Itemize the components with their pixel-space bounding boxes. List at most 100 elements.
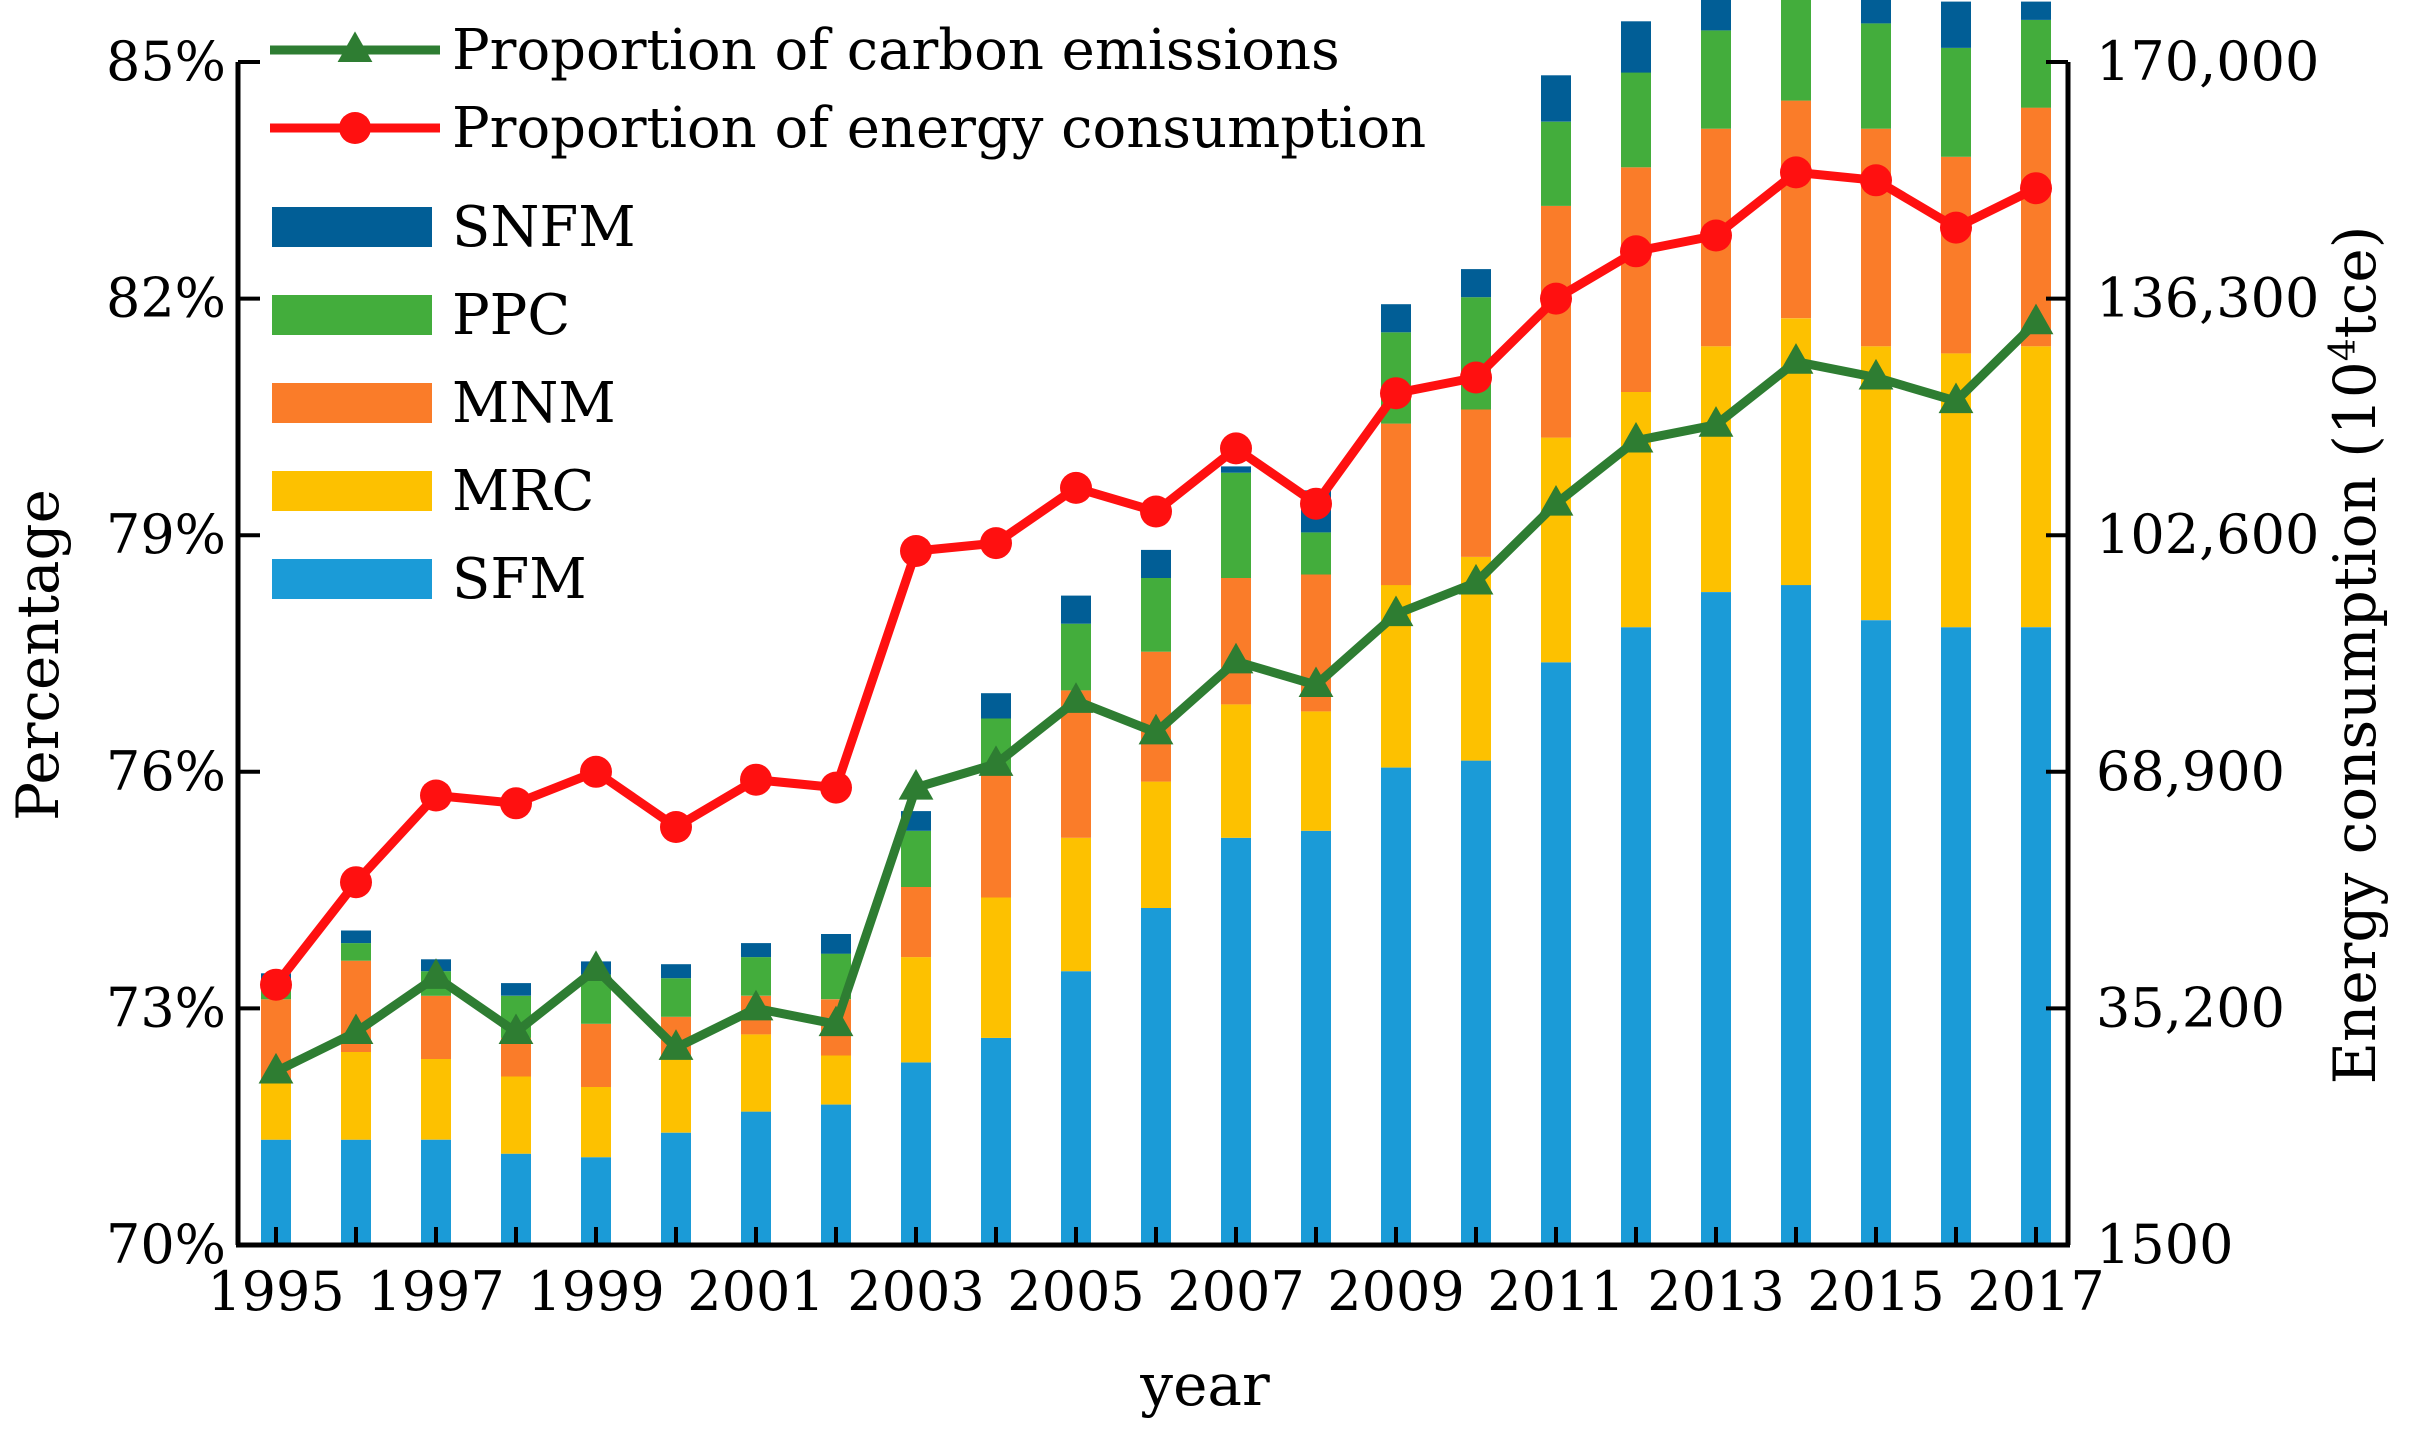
point-proportion-of-energy-consumption-2001 [740,763,772,796]
bar-mrc-2006 [1141,781,1171,908]
bar-snfm-2016 [1941,1,1971,48]
bar-snfm-2012 [1621,21,1651,73]
bar-snfm-2011 [1541,75,1571,122]
bar-ppc-2014 [1781,0,1811,101]
right-tick-label: 136,300 [2096,267,2319,330]
point-proportion-of-energy-consumption-1999 [580,755,612,788]
x-tick-label: 2013 [1647,1260,1784,1323]
legend-label-proportion-of-energy-consumption: Proportion of energy consumption [452,96,1426,161]
bar-snfm-1998 [501,983,531,996]
point-proportion-of-energy-consumption-2016 [1940,211,1972,244]
bar-snfm-1996 [341,930,371,944]
point-proportion-of-energy-consumption-2003 [900,535,932,567]
point-proportion-of-carbon-emissions-2005 [1058,682,1094,713]
right-tick-label: 170,000 [2096,30,2319,93]
bar-snfm-2004 [981,693,1011,719]
ticks: 70% 73% 76% 79% 82% 85% 1500 35,200 68,900 102,60… [106,30,2319,1323]
bar-mrc-1997 [421,1058,451,1140]
bar-ppc-2016 [1941,48,1971,157]
point-proportion-of-carbon-emissions-2010 [1458,563,1494,595]
point-proportion-of-carbon-emissions-2009 [1378,595,1414,627]
legend-swatch-snfm [272,207,432,247]
left-tick-label: 76% [106,740,226,803]
legend: Proportion of carbon emissions Proportion… [270,18,1426,612]
right-axis-title: Energy consumption (104tce) [2321,226,2389,1085]
bar-snfm-2000 [661,964,691,979]
point-proportion-of-carbon-emissions-2007 [1218,642,1254,674]
bar-ppc-2001 [741,957,771,996]
bar-mrc-2001 [741,1034,771,1112]
point-proportion-of-carbon-emissions-1997 [418,958,454,989]
left-tick-label: 70% [106,1213,226,1276]
bar-ppc-2000 [661,978,691,1017]
legend-swatch-ppc [272,295,432,335]
point-proportion-of-energy-consumption-2005 [1060,471,1092,504]
bar-mrc-2015 [1861,346,1891,621]
legend-swatch-sfm [272,559,432,599]
point-proportion-of-carbon-emissions-2008 [1298,666,1334,698]
bar-sfm-2011 [1541,662,1571,1245]
bar-layer [261,0,2051,1245]
x-tick-label: 2007 [1167,1260,1304,1323]
legend-label-mnm: MNM [452,371,616,436]
bar-mrc-1998 [501,1076,531,1154]
legend-swatch-mnm [272,383,432,423]
bar-ppc-2007 [1221,472,1251,578]
point-proportion-of-energy-consumption-2010 [1460,361,1492,394]
bar-ppc-2012 [1621,72,1651,168]
bar-mnm-2016 [1941,156,1971,354]
bar-mrc-2017 [2021,346,2051,628]
bar-mnm-2010 [1461,409,1491,557]
legend-label-mrc: MRC [452,459,594,524]
point-proportion-of-energy-consumption-1995 [260,968,292,1001]
x-tick-label: 2009 [1327,1260,1464,1323]
right-axis-title-main: Energy consumption (10 [2321,361,2389,1084]
x-axis-title: year [1139,1351,1270,1419]
point-proportion-of-energy-consumption-1996 [340,866,372,899]
bar-mnm-1997 [421,995,451,1059]
point-proportion-of-energy-consumption-2004 [980,527,1012,560]
bar-snfm-2006 [1141,549,1171,578]
axes [235,62,2071,1248]
bar-ppc-1996 [341,943,371,961]
bar-snfm-2002 [821,934,851,954]
bar-mrc-2002 [821,1055,851,1105]
bar-mrc-2000 [661,1058,691,1133]
point-proportion-of-energy-consumption-2014 [1780,156,1812,189]
bar-mnm-1999 [581,1023,611,1087]
point-proportion-of-carbon-emissions-2011 [1538,485,1574,516]
bar-mrc-2008 [1301,711,1331,831]
point-proportion-of-carbon-emissions-2015 [1858,358,1894,390]
left-axis-title: Percentage [4,489,72,821]
legend-swatch-mrc [272,471,432,511]
left-tick-label: 73% [106,976,226,1039]
bar-sfm-2010 [1461,760,1491,1245]
point-proportion-of-energy-consumption-2008 [1300,487,1332,520]
x-tick-label: 2017 [1967,1260,2104,1323]
point-proportion-of-carbon-emissions-2013 [1698,406,1734,437]
bar-sfm-2007 [1221,837,1251,1245]
right-axis-title-suffix: tce) [2321,226,2389,339]
bar-mnm-2003 [901,886,931,958]
bar-mnm-2007 [1221,578,1251,705]
bar-ppc-2013 [1701,30,1731,129]
legend-label-snfm: SNFM [452,195,636,260]
bar-sfm-2003 [901,1062,931,1245]
bar-mnm-2004 [981,774,1011,898]
point-proportion-of-carbon-emissions-2003 [898,768,934,800]
x-tick-label: 1999 [527,1260,664,1323]
bar-mrc-2005 [1061,837,1091,972]
bar-sfm-2002 [821,1104,851,1245]
legend-marker-proportion-of-carbon-emissions [337,31,373,62]
bar-sfm-2017 [2021,627,2051,1245]
bar-mnm-1998 [501,1037,531,1077]
point-proportion-of-carbon-emissions-2016 [1938,382,1974,414]
bar-snfm-2001 [741,943,771,958]
right-tick-label: 68,900 [2096,740,2285,803]
bar-mrc-2007 [1221,704,1251,838]
point-proportion-of-carbon-emissions-2004 [978,745,1014,776]
bar-snfm-2005 [1061,595,1091,624]
bar-snfm-2007 [1221,466,1251,473]
legend-label-sfm: SFM [452,547,587,612]
bar-snfm-2015 [1861,0,1891,24]
